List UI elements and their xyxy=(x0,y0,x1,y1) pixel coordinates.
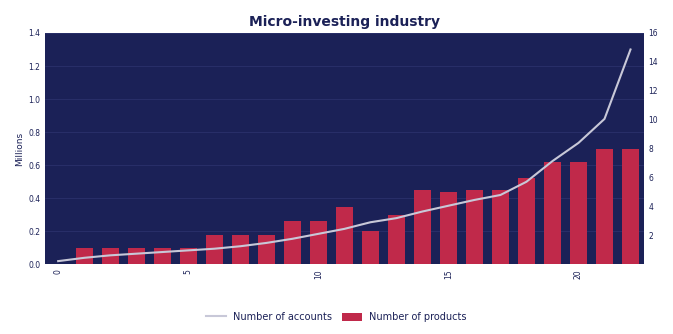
Bar xyxy=(153,248,171,265)
Bar xyxy=(284,221,301,265)
Legend: Number of accounts, Number of products: Number of accounts, Number of products xyxy=(203,308,470,326)
Bar xyxy=(232,235,249,265)
Title: Micro-investing industry: Micro-investing industry xyxy=(249,15,440,29)
Bar xyxy=(206,235,223,265)
Bar xyxy=(596,149,613,265)
Bar xyxy=(492,190,509,265)
Bar xyxy=(362,231,379,265)
Bar xyxy=(180,248,197,265)
Bar xyxy=(622,149,639,265)
Bar xyxy=(102,248,118,265)
Bar xyxy=(570,162,587,265)
Bar xyxy=(76,248,93,265)
Bar xyxy=(258,235,275,265)
Bar xyxy=(128,248,145,265)
Bar xyxy=(466,190,483,265)
Bar xyxy=(336,206,353,265)
Bar xyxy=(544,162,561,265)
Bar xyxy=(414,190,431,265)
Y-axis label: Millions: Millions xyxy=(15,132,24,166)
Bar xyxy=(388,215,405,265)
Bar xyxy=(310,221,327,265)
Bar xyxy=(518,178,535,265)
Bar xyxy=(440,192,457,265)
